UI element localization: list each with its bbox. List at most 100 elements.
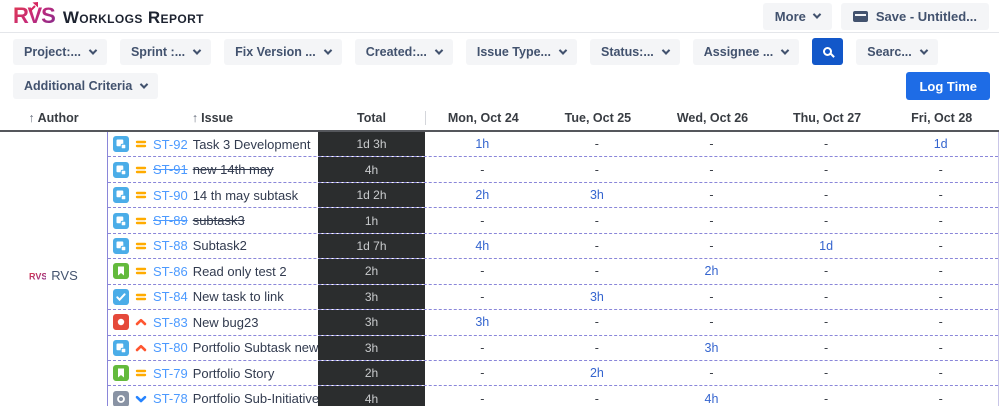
search-icon <box>823 47 833 56</box>
issue-summary: Task 3 Development <box>192 136 311 152</box>
issue-summary: New task to link <box>192 289 284 305</box>
task-icon <box>113 288 129 305</box>
day-cell: 2h <box>540 361 655 385</box>
total-cell: 3h <box>318 335 425 360</box>
total-cell: 2h <box>318 259 425 284</box>
filter-label: Status:... <box>600 44 654 59</box>
empty-worklog: - <box>823 213 829 228</box>
table-row: ST-88 Subtask2 1d 7h 4h - -1d - <box>108 233 998 260</box>
issue-key-link[interactable]: ST-83 <box>153 314 188 330</box>
filter-assignee-button[interactable]: Assignee ... <box>692 38 800 65</box>
issue-key-link[interactable]: ST-90 <box>153 187 188 203</box>
table-row: ST-80 Portfolio Subtask new 3h - -3h - - <box>108 335 998 361</box>
medium-priority-icon <box>134 290 148 304</box>
save-button[interactable]: Save - Untitled... <box>840 2 989 30</box>
day-cell: - <box>425 361 540 385</box>
subtask-icon <box>113 237 129 254</box>
search-button[interactable] <box>812 38 844 65</box>
worklog-value-link[interactable]: 1d <box>933 137 948 152</box>
filter-created-button[interactable]: Created:... <box>354 38 453 65</box>
day-cell: - <box>425 336 540 360</box>
worklog-value-link[interactable]: 4h <box>475 238 490 253</box>
page-title: Worklogs Report <box>62 8 204 27</box>
issue-cell: ST-89 subtask3 <box>108 208 318 232</box>
empty-worklog: - <box>594 137 599 152</box>
issue-key-link[interactable]: ST-79 <box>153 365 188 381</box>
log-time-button[interactable]: Log Time <box>906 72 990 100</box>
issue-summary: new 14th may <box>192 162 274 178</box>
worklog-value-link[interactable]: 1d <box>819 238 834 253</box>
filter-label: Project:... <box>24 44 81 59</box>
worklog-value-link[interactable]: 2h <box>589 366 604 381</box>
worklog-value-link[interactable]: 3h <box>704 340 719 355</box>
empty-worklog: - <box>594 264 599 279</box>
filter-label: Searc... <box>867 44 912 59</box>
author-cell: RVS RVS <box>0 132 107 406</box>
bug-icon <box>113 314 129 331</box>
filter-sprint-button[interactable]: Sprint :... <box>119 38 212 65</box>
issue-key-link[interactable]: ST-91 <box>153 162 188 178</box>
medium-priority-icon <box>134 163 148 177</box>
issue-key-link[interactable]: ST-80 <box>153 340 188 356</box>
day-cell: - <box>654 285 769 309</box>
subtask-icon <box>113 339 129 356</box>
issue-cell: ST-78 Portfolio Sub-Initiative <box>108 386 318 406</box>
filter-status-button[interactable]: Status:... <box>589 38 680 65</box>
table-row: ST-91 new 14th may 4h - - - - - <box>108 157 998 183</box>
rvs-avatar-icon: RVS <box>29 271 46 281</box>
subtask-icon <box>113 187 129 204</box>
issue-summary: subtask3 <box>192 213 245 229</box>
worklog-value-link[interactable]: 3h <box>475 315 490 330</box>
day-cell: 2h <box>425 183 540 207</box>
empty-worklog: - <box>709 213 714 228</box>
empty-worklog: - <box>480 289 485 304</box>
medium-priority-icon <box>134 214 148 228</box>
more-search-options-button[interactable]: Searc... <box>856 38 938 65</box>
empty-worklog: - <box>938 188 943 203</box>
column-header-total[interactable]: Total <box>357 111 386 125</box>
day-cell: - <box>425 285 540 309</box>
day-cell: - <box>883 386 998 406</box>
issue-key-link[interactable]: ST-86 <box>153 263 188 279</box>
table-row: ST-78 Portfolio Sub-Initiative 4h - -4h - - <box>108 386 998 406</box>
worklog-value-link[interactable]: 3h <box>589 289 604 304</box>
sub-initiative-icon <box>113 390 129 406</box>
worklog-value-link[interactable]: 2h <box>475 188 490 203</box>
column-header-author[interactable]: ↑ Author <box>28 111 79 125</box>
subtask-icon <box>113 161 129 178</box>
day-cell: - <box>769 259 884 283</box>
worklog-value-link[interactable]: 4h <box>704 391 719 406</box>
empty-worklog: - <box>823 340 829 355</box>
issue-key-link[interactable]: ST-84 <box>153 289 188 305</box>
day-cell: 3h <box>540 285 655 309</box>
day-cell: 1h <box>425 132 540 156</box>
day-cell: 3h <box>654 336 769 360</box>
author-name: RVS <box>51 267 78 283</box>
issue-key-link[interactable]: ST-89 <box>153 213 188 229</box>
filter-bar: Project:... Sprint :... Fix Version ... Cre… <box>0 33 999 69</box>
more-button[interactable]: More <box>762 2 832 30</box>
empty-worklog: - <box>594 213 599 228</box>
issue-key-link[interactable]: ST-78 <box>153 391 188 406</box>
day-cell: - <box>540 336 655 360</box>
additional-criteria-button[interactable]: Additional Criteria <box>13 73 159 99</box>
day-cell: - <box>540 234 655 258</box>
filter-fix-version-button[interactable]: Fix Version ... <box>224 38 342 65</box>
issue-summary: New bug23 <box>192 314 259 330</box>
worklog-value-link[interactable]: 2h <box>704 264 719 279</box>
issue-key-link[interactable]: ST-88 <box>153 238 188 254</box>
total-cell: 1d 3h <box>318 132 425 157</box>
empty-worklog: - <box>709 188 714 203</box>
table-row: ST-86 Read only test 2 2h - -2h - - <box>108 259 998 285</box>
day-cell: - <box>654 361 769 385</box>
worklog-value-link[interactable]: 1h <box>475 137 490 152</box>
worklog-value-link[interactable]: 3h <box>589 188 604 203</box>
issue-key-link[interactable]: ST-92 <box>153 136 188 152</box>
day-cell: - <box>425 208 540 232</box>
empty-worklog: - <box>823 137 829 152</box>
column-header-issue[interactable]: ↑ Issue <box>191 111 234 125</box>
filter-project-button[interactable]: Project:... <box>13 38 107 65</box>
empty-worklog: - <box>480 340 485 355</box>
empty-worklog: - <box>938 366 943 381</box>
filter-issue-type-button[interactable]: Issue Type... <box>465 38 577 65</box>
